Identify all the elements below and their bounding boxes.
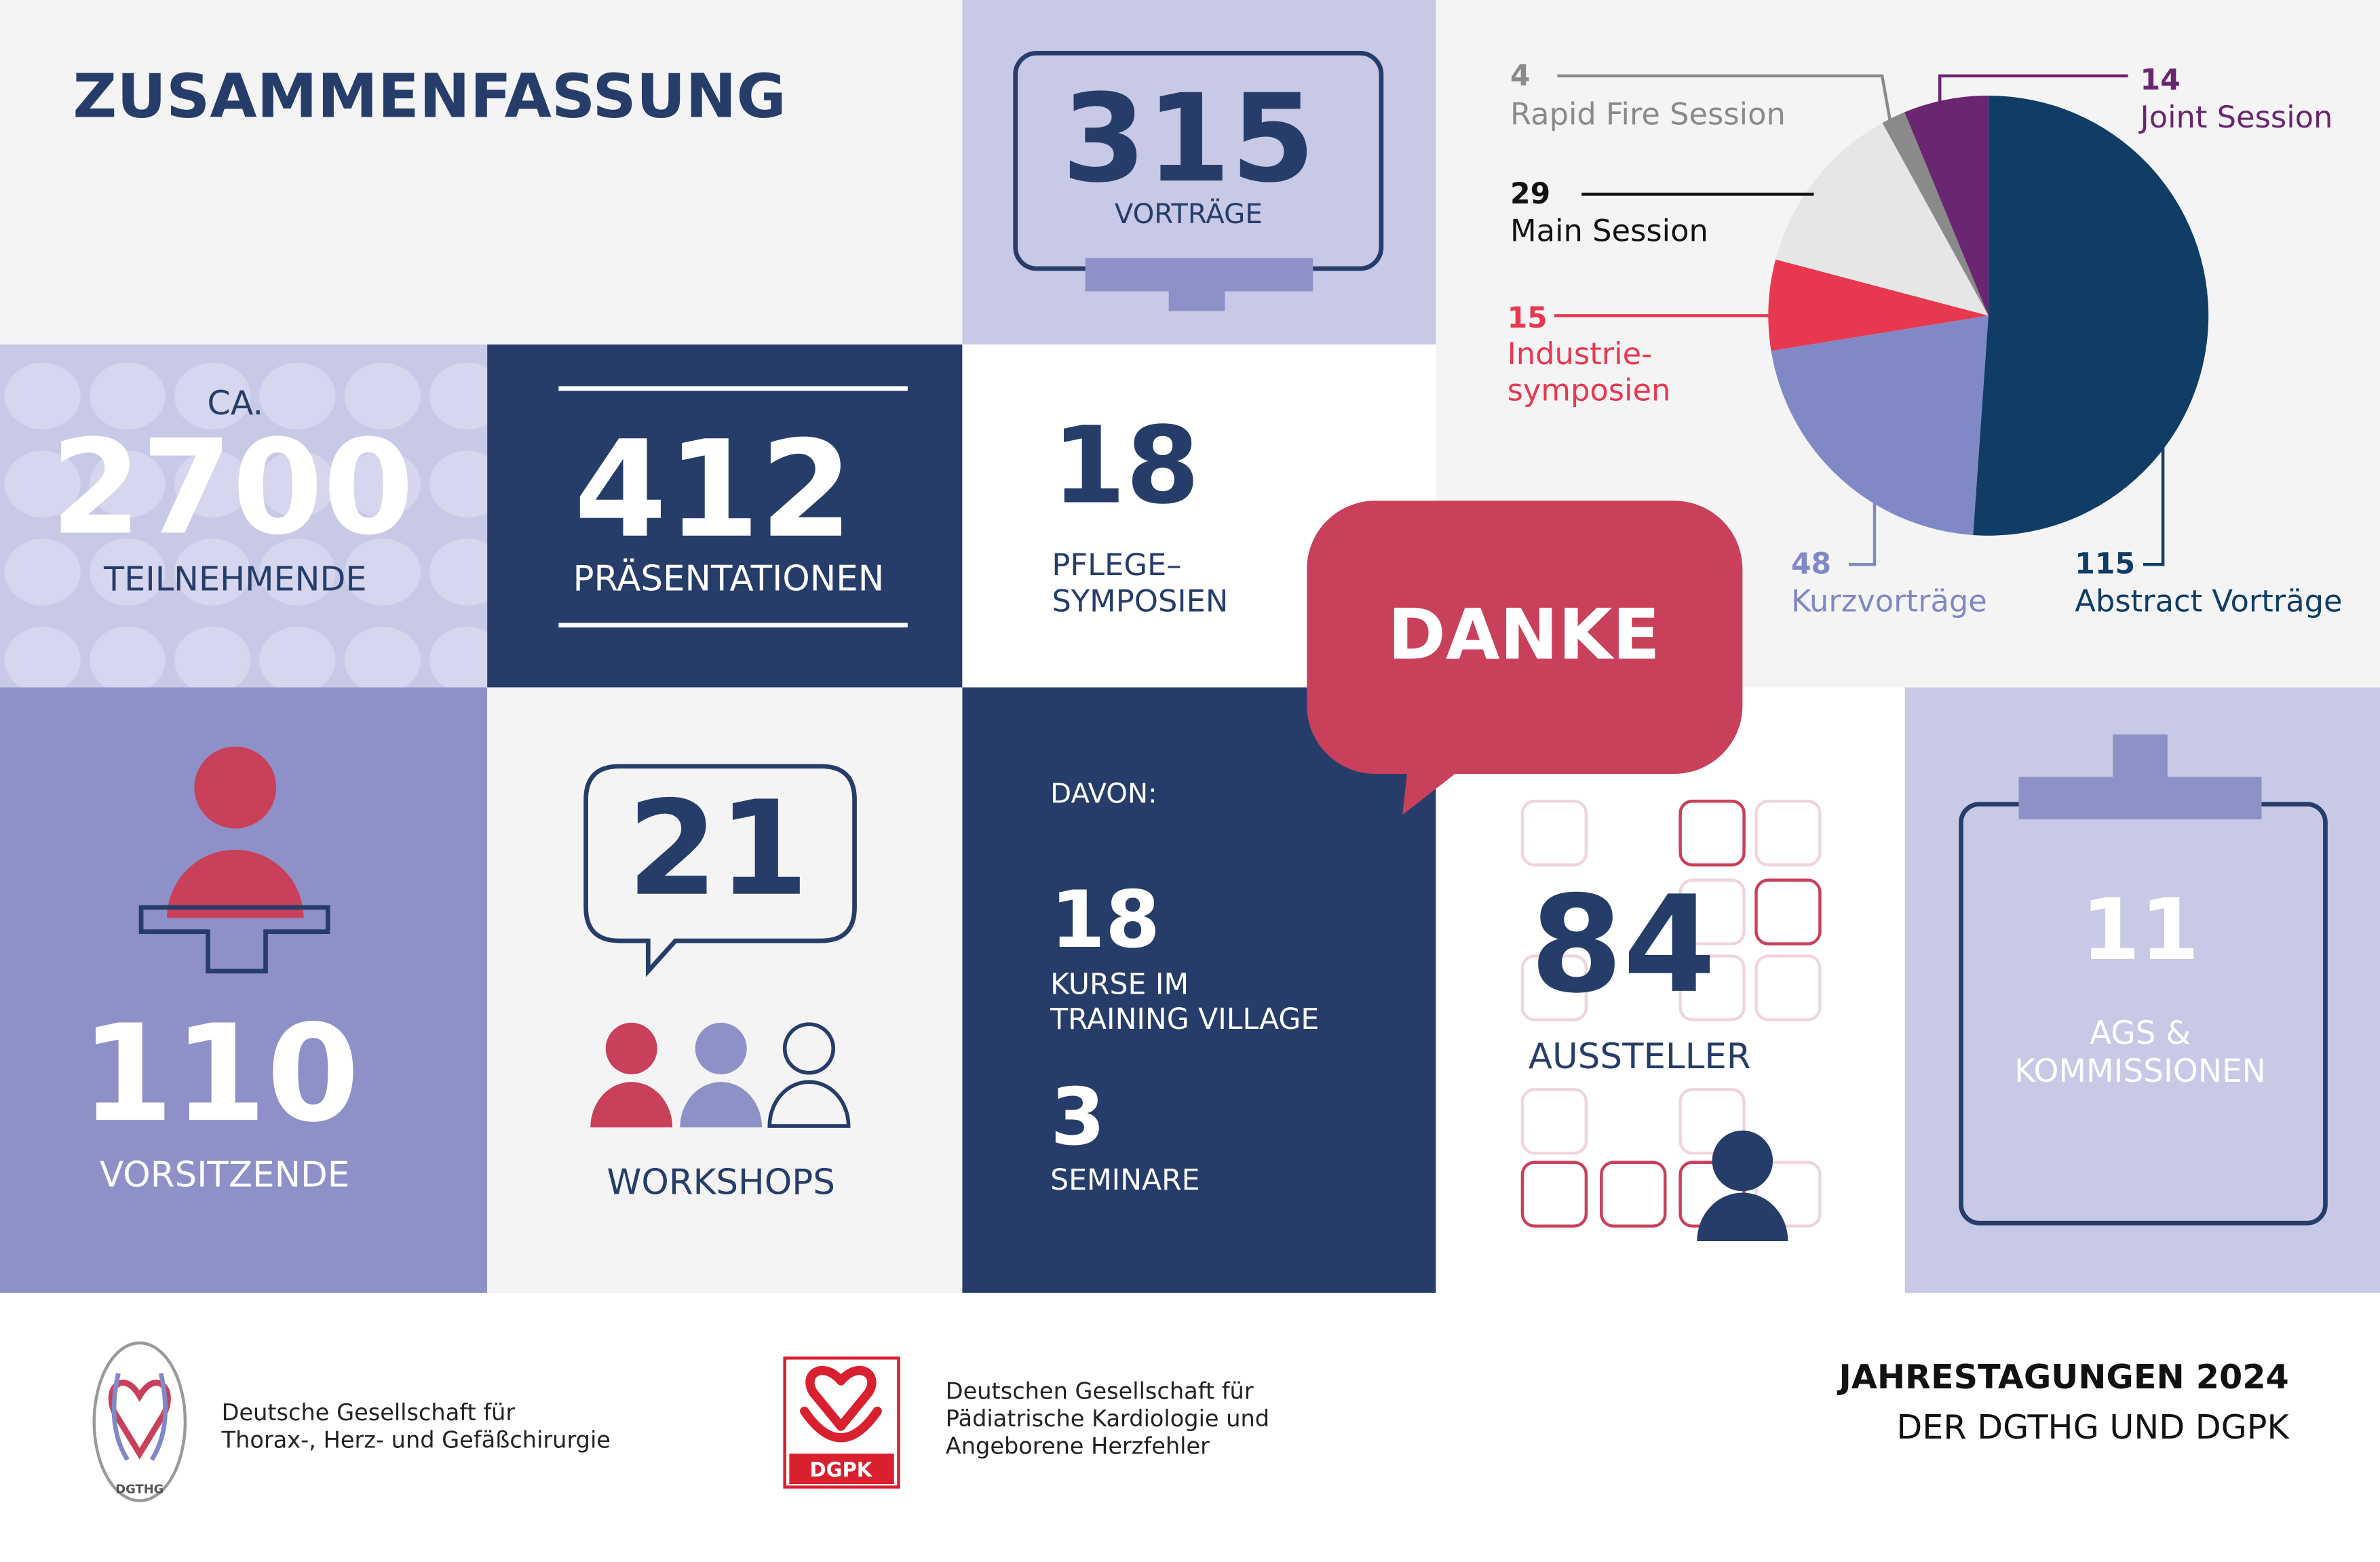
slice-value: 115: [2075, 547, 2136, 581]
pie-slice: [1882, 112, 1989, 316]
danke-bubble: [1307, 501, 1743, 815]
tile: [1436, 687, 1905, 1293]
booth: [1754, 954, 1822, 1021]
pie-slice: [1973, 95, 2209, 536]
booth: [1754, 800, 1822, 867]
slice-value: 15: [1507, 302, 1548, 336]
danke-text: DANKE: [1387, 593, 1660, 676]
booth: [1754, 878, 1822, 945]
stat-label: KURSE IM TRAINING VILLAGE: [1050, 968, 1320, 1036]
slice-value: 48: [1790, 547, 1832, 581]
org-name: Deutsche Gesellschaft für Thorax-, Herz-…: [221, 1399, 611, 1454]
booth: [1520, 800, 1588, 867]
pie-slice: [1904, 95, 1989, 316]
pie-slice: [1768, 259, 1989, 351]
monitor-stand: [1168, 291, 1225, 311]
stat-label: AUSSTELLER: [1528, 1038, 1751, 1078]
tile: [0, 0, 963, 345]
booth: [1520, 1160, 1588, 1228]
pie-slice: [1776, 123, 1989, 316]
monitor-stand: [1085, 258, 1313, 292]
stat-number: 3: [1050, 1072, 1106, 1164]
dgthg-logo: [92, 1341, 187, 1502]
stat-number: 315: [1061, 68, 1316, 210]
stat-label: PFLEGE– SYMPOSIEN: [1052, 546, 1229, 619]
clipboard-clip: [2113, 734, 2168, 780]
stat-number: 110: [80, 995, 360, 1152]
chair-icon: [138, 746, 330, 974]
booth: [1520, 954, 1588, 1021]
clipboard-clip: [2018, 777, 2262, 820]
slice-label: Kurzvorträge: [1790, 583, 1987, 619]
event-subtitle: DER DGTHG UND DGPK: [1896, 1409, 2289, 1448]
slice-label: Joint Session: [2140, 98, 2333, 136]
booth: [1754, 1160, 1822, 1228]
slice-label: Abstract Vorträge: [2075, 583, 2343, 619]
pie-chart: [1768, 95, 2209, 536]
tile: [487, 344, 963, 688]
slice-value: 14: [2140, 63, 2181, 98]
stat-label: VORSITZENDE: [99, 1156, 350, 1196]
tile: [487, 687, 963, 1293]
logo-text: DGTHG: [115, 1482, 164, 1496]
slice-label: Rapid Fire Session: [1510, 95, 1786, 132]
pattern: [0, 344, 488, 688]
stat-label: SEMINARE: [1050, 1163, 1200, 1198]
page-title: ZUSAMMENFASSUNG: [73, 62, 786, 132]
stat-prefix: CA.: [207, 385, 264, 424]
stat-number: 18: [1052, 404, 1200, 528]
people-icon: [590, 1022, 851, 1128]
booth: [1520, 1088, 1588, 1155]
stat-number: 412: [574, 411, 853, 568]
logo-text: DGPK: [809, 1460, 872, 1483]
speech-bubble: [583, 764, 857, 977]
stat-label: WORKSHOPS: [607, 1163, 835, 1204]
stat-number: 21: [627, 773, 809, 926]
stat-number: 84: [1530, 866, 1716, 1023]
booth: [1678, 954, 1746, 1021]
event-title: JAHRESTAGUNGEN 2024: [1839, 1359, 2289, 1398]
slice-label: Industrie- symposien: [1507, 335, 1671, 408]
pie-slice: [1771, 315, 1989, 535]
slice-value: 4: [1510, 59, 1531, 93]
tile: [962, 687, 1436, 1293]
slice-label: Main Session: [1510, 212, 1708, 249]
stat-number: 18: [1050, 875, 1161, 967]
stat-label: VORTRÄGE: [1114, 199, 1263, 231]
leader-lines: [1554, 74, 2165, 566]
stat-heading: DAVON:: [1050, 778, 1157, 811]
slice-value: 29: [1510, 177, 1551, 211]
booth: [1678, 878, 1746, 945]
visitor-icon: [1697, 1130, 1788, 1242]
org-name: Deutschen Gesellschaft für Pädiatrische …: [945, 1378, 1270, 1460]
booth: [1678, 800, 1746, 867]
dgpk-logo: [783, 1356, 900, 1489]
booth: [1678, 1088, 1746, 1155]
stat-number: 2700: [50, 412, 415, 565]
booth-grid: [1520, 800, 1822, 1228]
stat-label: PRÄSENTATIONEN: [573, 560, 885, 600]
stat-number: 11: [2081, 881, 2200, 981]
stat-label: AGS & KOMMISSIONEN: [2014, 1015, 2266, 1090]
stat-label: TEILNEHMENDE: [104, 561, 367, 600]
booth: [1600, 1160, 1667, 1228]
